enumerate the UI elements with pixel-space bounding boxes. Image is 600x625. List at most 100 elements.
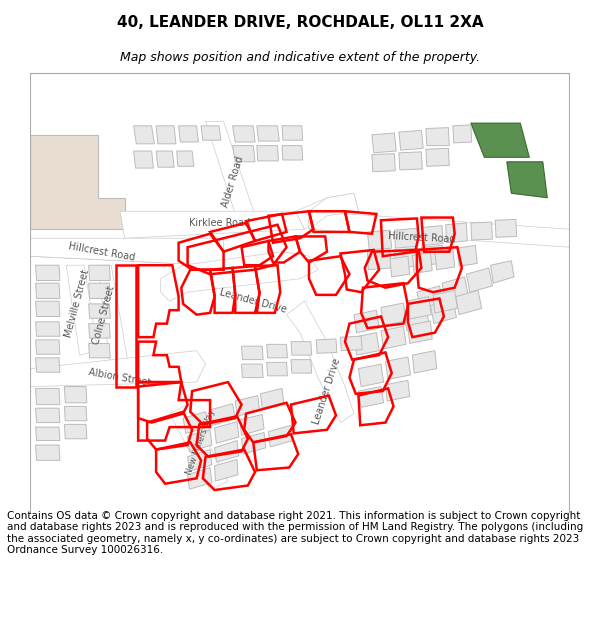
Polygon shape (242, 364, 263, 378)
Polygon shape (156, 126, 176, 144)
Polygon shape (215, 422, 239, 443)
Polygon shape (406, 297, 431, 319)
Polygon shape (385, 380, 410, 401)
Polygon shape (215, 441, 239, 462)
Polygon shape (156, 151, 174, 168)
Polygon shape (161, 252, 318, 301)
Polygon shape (89, 324, 110, 338)
Polygon shape (282, 126, 302, 140)
Polygon shape (412, 253, 432, 273)
Polygon shape (267, 344, 287, 358)
Polygon shape (257, 146, 278, 161)
Text: Melville Street: Melville Street (63, 269, 91, 339)
Polygon shape (408, 321, 432, 344)
Polygon shape (89, 283, 110, 299)
Polygon shape (394, 228, 418, 248)
Polygon shape (385, 357, 410, 379)
Polygon shape (188, 449, 212, 471)
Polygon shape (267, 362, 287, 376)
Polygon shape (309, 211, 570, 248)
Polygon shape (296, 193, 358, 229)
Polygon shape (201, 126, 221, 140)
Polygon shape (491, 261, 514, 283)
Polygon shape (35, 358, 60, 372)
Polygon shape (30, 238, 224, 265)
Polygon shape (89, 265, 110, 281)
Polygon shape (120, 211, 304, 238)
Polygon shape (287, 301, 354, 423)
Polygon shape (435, 249, 455, 270)
Text: Hillcrest Road: Hillcrest Road (388, 231, 455, 245)
Polygon shape (35, 445, 60, 461)
Polygon shape (354, 332, 379, 355)
Polygon shape (35, 283, 60, 299)
Polygon shape (455, 291, 482, 314)
Polygon shape (177, 151, 194, 166)
Polygon shape (421, 246, 443, 265)
Polygon shape (316, 339, 337, 353)
Text: New Millers Way: New Millers Way (185, 408, 217, 476)
Text: Kirklee Road: Kirklee Road (188, 218, 250, 228)
Polygon shape (269, 425, 293, 447)
Polygon shape (188, 430, 212, 451)
Polygon shape (35, 301, 60, 316)
Polygon shape (372, 133, 396, 152)
Polygon shape (291, 359, 311, 373)
Text: Leander Drive: Leander Drive (218, 288, 288, 315)
Polygon shape (64, 387, 87, 402)
Polygon shape (242, 432, 266, 454)
Text: Albion Street: Albion Street (88, 368, 152, 388)
Polygon shape (66, 265, 98, 355)
Polygon shape (453, 125, 472, 143)
Polygon shape (282, 146, 302, 160)
Polygon shape (183, 412, 208, 433)
Polygon shape (457, 246, 477, 266)
Polygon shape (35, 340, 60, 354)
Polygon shape (235, 396, 260, 416)
Polygon shape (89, 344, 110, 358)
Polygon shape (358, 364, 383, 387)
Polygon shape (358, 387, 383, 408)
Polygon shape (35, 427, 60, 441)
Polygon shape (242, 346, 263, 359)
Polygon shape (64, 406, 87, 421)
Polygon shape (240, 414, 264, 435)
Polygon shape (381, 326, 406, 349)
Polygon shape (35, 388, 60, 404)
Polygon shape (30, 351, 206, 387)
Polygon shape (35, 408, 60, 422)
Text: Map shows position and indicative extent of the property.: Map shows position and indicative extent… (120, 51, 480, 64)
Polygon shape (381, 303, 406, 326)
Polygon shape (340, 336, 362, 351)
Polygon shape (233, 146, 255, 162)
Polygon shape (390, 256, 410, 277)
Polygon shape (291, 342, 311, 355)
Polygon shape (309, 193, 358, 229)
Polygon shape (417, 286, 444, 310)
Polygon shape (471, 123, 529, 158)
Polygon shape (412, 351, 437, 373)
Polygon shape (134, 126, 154, 144)
Polygon shape (170, 404, 228, 490)
Text: Hillcrest Road: Hillcrest Road (68, 241, 136, 262)
Polygon shape (403, 308, 430, 331)
Polygon shape (426, 148, 449, 166)
Polygon shape (421, 226, 443, 246)
Polygon shape (30, 238, 224, 279)
Polygon shape (179, 126, 199, 142)
Polygon shape (64, 424, 87, 439)
Polygon shape (98, 265, 129, 373)
Polygon shape (471, 222, 493, 240)
Polygon shape (260, 388, 284, 408)
Polygon shape (466, 268, 493, 292)
Polygon shape (426, 127, 449, 146)
Polygon shape (433, 291, 457, 313)
Polygon shape (30, 135, 125, 229)
Polygon shape (442, 277, 468, 301)
Text: Alder Road: Alder Road (220, 155, 245, 209)
Polygon shape (394, 248, 418, 268)
Polygon shape (446, 223, 467, 243)
Text: 40, LEANDER DRIVE, ROCHDALE, OL11 2XA: 40, LEANDER DRIVE, ROCHDALE, OL11 2XA (116, 14, 484, 29)
Polygon shape (399, 152, 422, 170)
Text: Colne Street: Colne Street (91, 284, 116, 345)
